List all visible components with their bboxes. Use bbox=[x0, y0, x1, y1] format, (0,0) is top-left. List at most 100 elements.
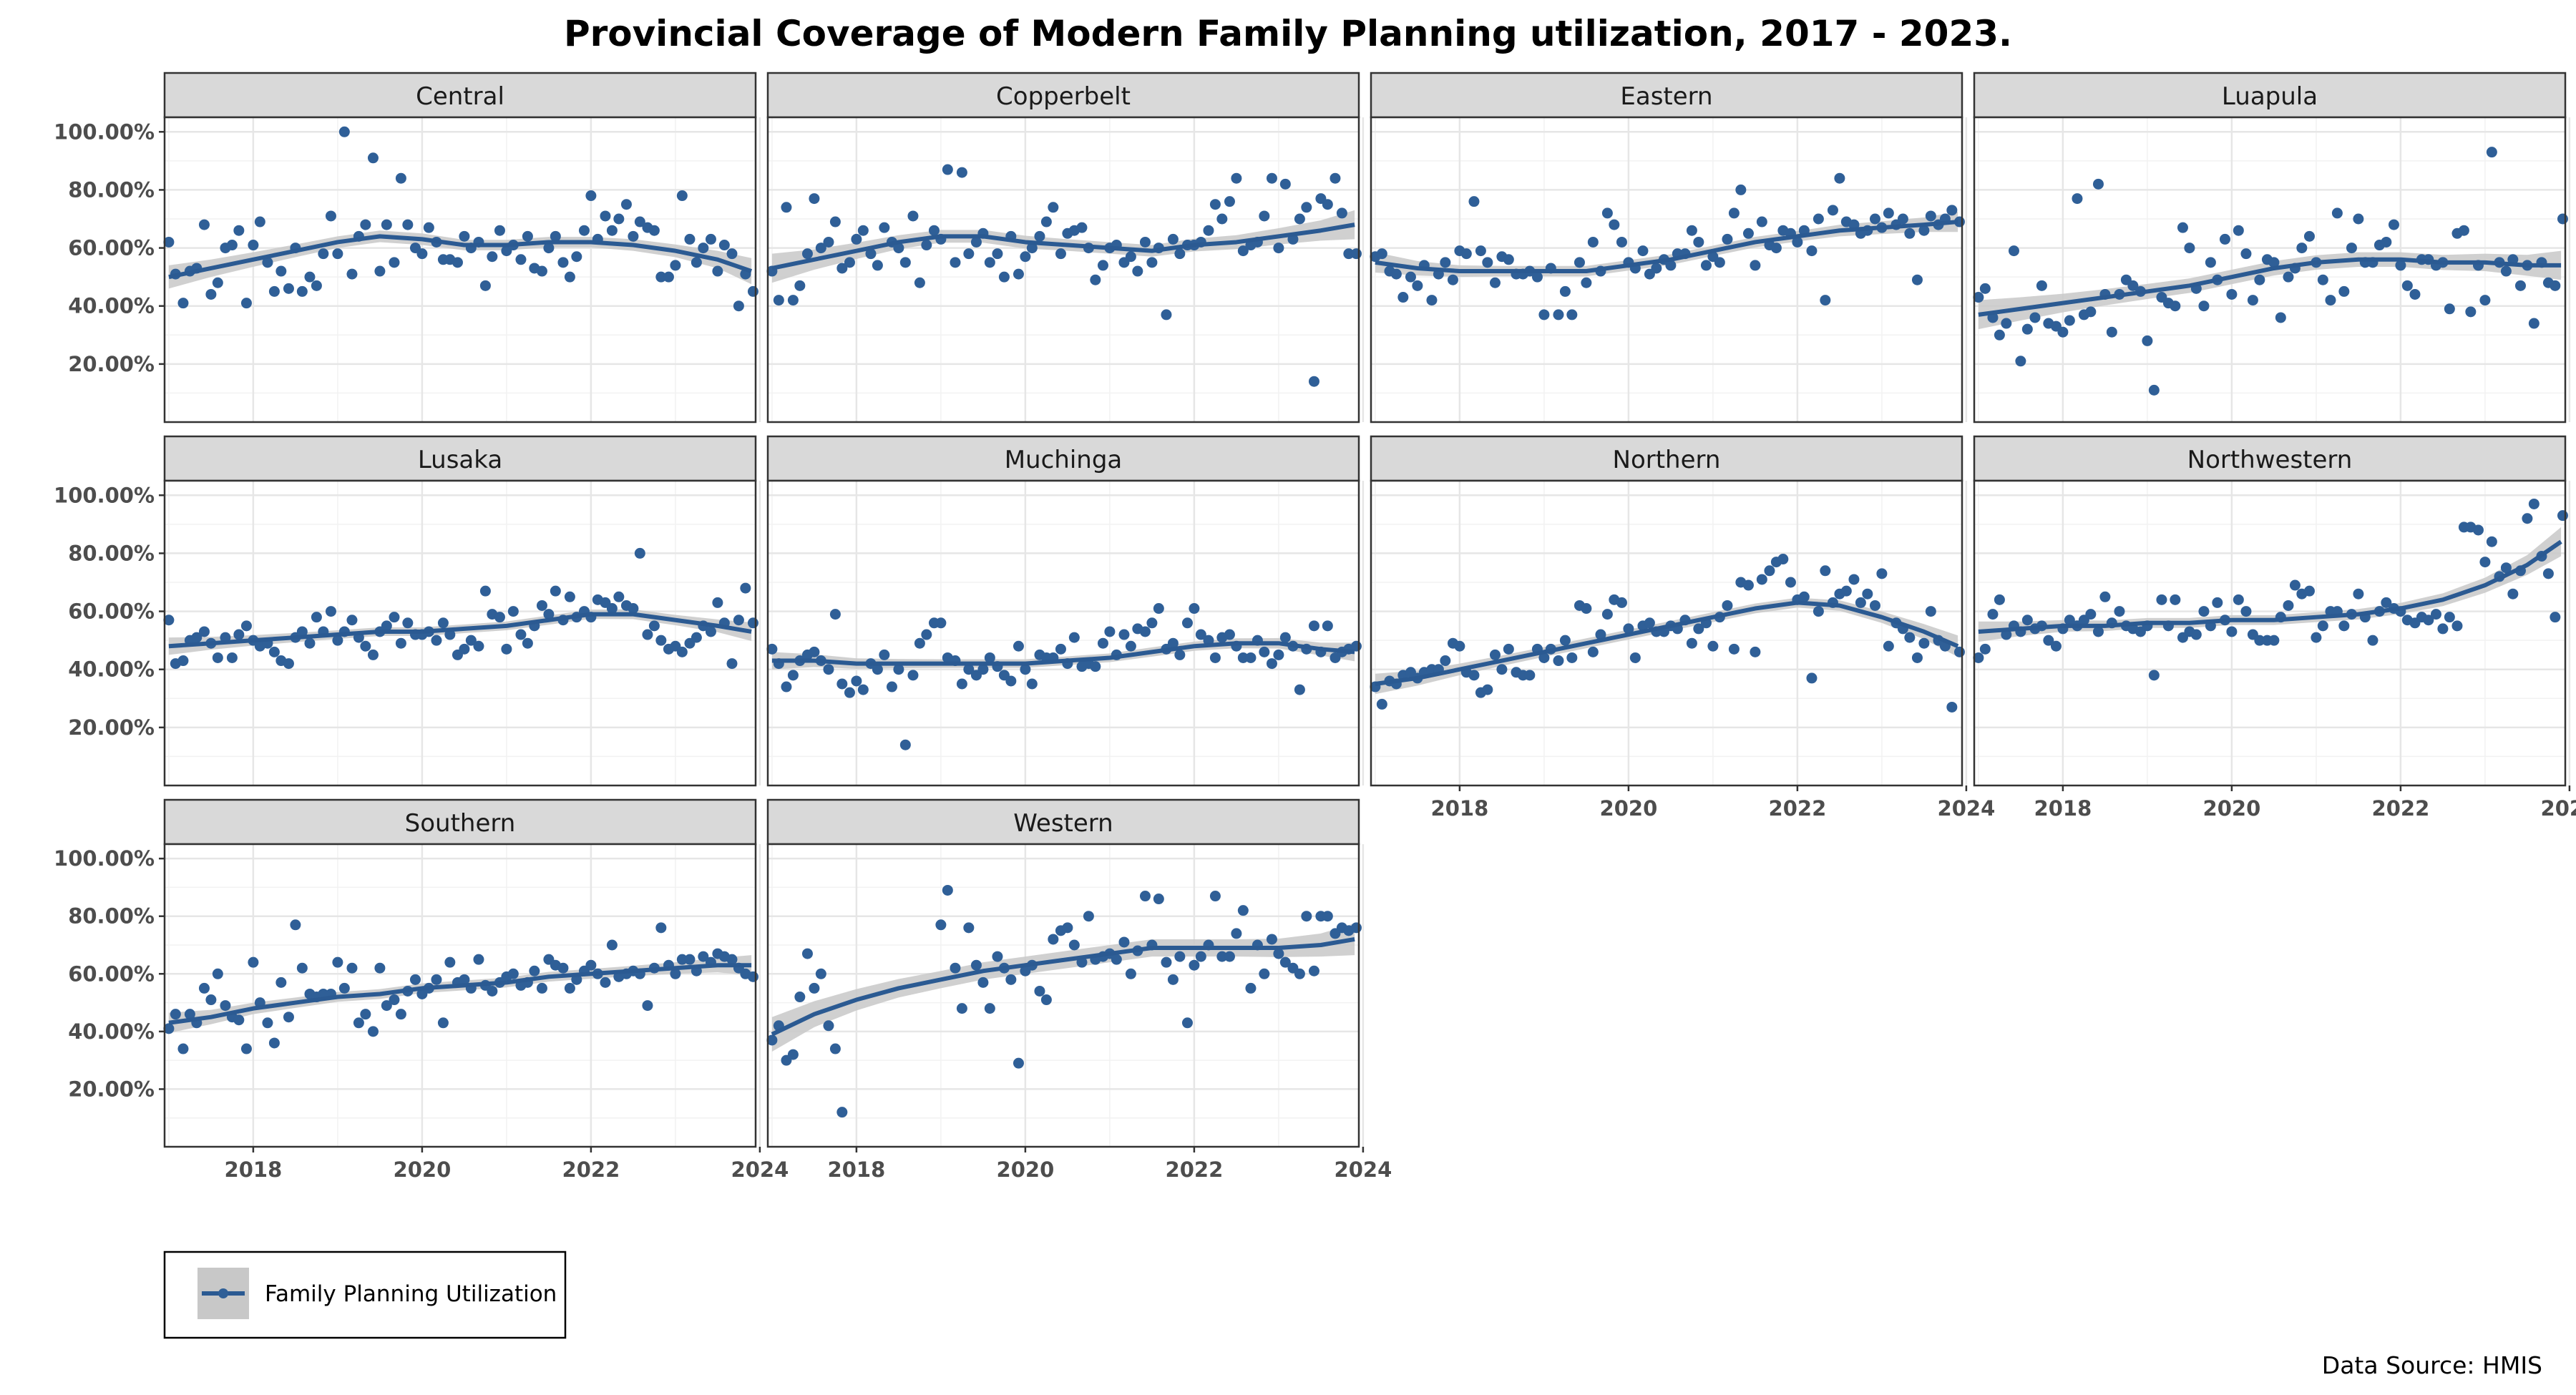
data-point bbox=[395, 1009, 406, 1020]
data-point bbox=[515, 629, 527, 640]
data-point bbox=[613, 213, 625, 225]
data-point bbox=[712, 597, 723, 608]
data-point bbox=[1918, 225, 1930, 236]
data-point bbox=[2148, 384, 2160, 396]
data-point bbox=[304, 637, 316, 649]
data-point bbox=[1245, 652, 1257, 663]
data-point bbox=[1266, 934, 1277, 945]
data-point bbox=[1195, 951, 1206, 962]
data-point bbox=[2458, 225, 2469, 236]
data-point bbox=[248, 240, 259, 251]
data-point bbox=[921, 240, 932, 251]
data-point bbox=[1750, 646, 1761, 657]
data-point bbox=[2395, 260, 2406, 271]
data-point bbox=[1301, 911, 1312, 922]
data-point bbox=[787, 295, 799, 306]
data-point bbox=[240, 1043, 252, 1054]
data-point bbox=[163, 615, 175, 626]
data-point bbox=[318, 248, 329, 260]
data-point bbox=[2092, 626, 2104, 637]
data-point bbox=[655, 271, 667, 283]
data-point bbox=[1237, 905, 1249, 916]
data-point bbox=[1979, 643, 1991, 655]
data-point bbox=[684, 233, 696, 245]
data-point bbox=[879, 222, 890, 233]
data-point bbox=[1125, 640, 1136, 652]
data-point bbox=[2247, 295, 2258, 306]
data-point bbox=[1097, 637, 1108, 649]
data-point bbox=[1503, 643, 1514, 655]
data-point bbox=[487, 985, 498, 997]
data-point bbox=[1566, 309, 1578, 320]
data-point bbox=[367, 649, 379, 660]
data-point bbox=[1161, 956, 1172, 968]
data-point bbox=[935, 617, 947, 629]
data-point bbox=[1538, 652, 1550, 663]
data-point bbox=[829, 1043, 841, 1054]
data-point bbox=[1013, 640, 1024, 652]
data-point bbox=[851, 233, 862, 245]
data-point bbox=[1273, 649, 1284, 660]
data-point bbox=[1322, 199, 1333, 210]
data-point bbox=[1840, 585, 1852, 597]
data-point bbox=[935, 919, 947, 931]
data-point bbox=[1707, 640, 1719, 652]
data-point bbox=[507, 606, 519, 617]
data-point bbox=[1468, 196, 1480, 207]
data-point bbox=[698, 951, 709, 962]
data-point bbox=[620, 199, 632, 210]
data-point bbox=[836, 1107, 848, 1118]
data-point bbox=[283, 1012, 294, 1023]
data-point bbox=[494, 225, 505, 236]
data-point bbox=[2064, 615, 2075, 626]
data-point bbox=[1813, 606, 1824, 617]
data-point bbox=[2240, 248, 2252, 260]
y-axis-lusaka: 20.00% 40.00% 60.00% 80.00% 100.00% bbox=[54, 483, 165, 740]
data-point bbox=[515, 254, 527, 265]
data-point bbox=[801, 948, 813, 959]
data-point bbox=[1308, 620, 1319, 632]
data-point bbox=[283, 283, 294, 294]
data-point bbox=[2338, 620, 2350, 632]
data-point bbox=[2444, 303, 2455, 315]
data-point bbox=[1055, 248, 1066, 260]
data-point bbox=[1350, 922, 1362, 934]
data-point bbox=[184, 1009, 195, 1020]
data-point bbox=[226, 652, 238, 663]
data-point bbox=[634, 547, 645, 559]
data-point bbox=[522, 230, 533, 242]
gridlines-luapula bbox=[1974, 117, 2571, 422]
panel-northwestern: Northwestern 2018 2020 2022 2024 bbox=[1973, 435, 2576, 821]
data-point bbox=[1111, 954, 1122, 965]
panel-border-copperbelt bbox=[766, 116, 1360, 424]
panel-border-muchinga bbox=[766, 479, 1360, 787]
data-point bbox=[2170, 594, 2181, 605]
data-point bbox=[1742, 579, 1754, 591]
x-axis-southern: 2018 2020 2022 2024 bbox=[225, 1147, 789, 1182]
data-point bbox=[676, 190, 688, 202]
data-point bbox=[2542, 568, 2554, 579]
data-point bbox=[2127, 280, 2139, 291]
panel-northern: Northern 2018 2020 2022 2024 bbox=[1370, 435, 1995, 821]
data-point bbox=[1553, 309, 1564, 320]
data-point bbox=[914, 277, 925, 288]
data-point bbox=[2479, 295, 2491, 306]
data-point bbox=[670, 968, 681, 979]
data-point bbox=[907, 670, 919, 681]
data-point bbox=[1728, 643, 1740, 655]
data-point bbox=[740, 582, 751, 594]
y-tick-label: 100.00% bbox=[54, 846, 155, 871]
data-point bbox=[2142, 335, 2153, 346]
data-point bbox=[1245, 982, 1257, 994]
data-point bbox=[1792, 236, 1803, 248]
data-point bbox=[1279, 632, 1291, 643]
data-point bbox=[325, 210, 336, 222]
data-point bbox=[536, 982, 547, 994]
data-point bbox=[1946, 701, 1958, 713]
data-point bbox=[2381, 597, 2392, 608]
data-point bbox=[698, 243, 709, 254]
data-point bbox=[1026, 243, 1038, 254]
data-point bbox=[1447, 274, 1458, 285]
data-point bbox=[585, 190, 597, 202]
data-point bbox=[718, 240, 730, 251]
